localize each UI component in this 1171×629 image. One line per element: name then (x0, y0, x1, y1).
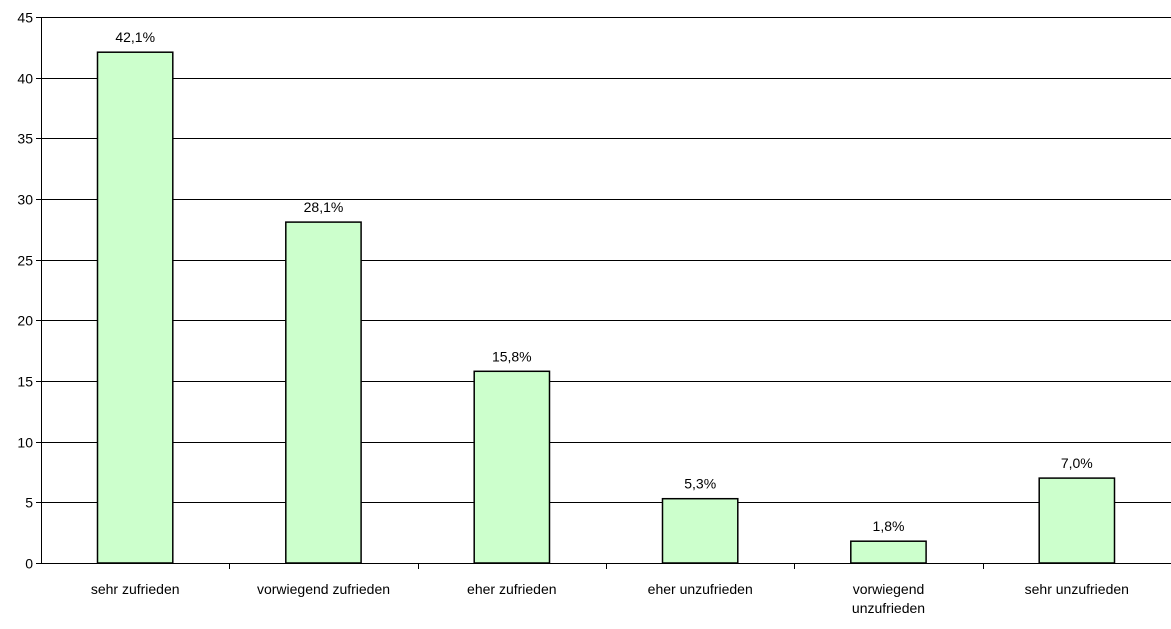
y-tick-label: 0 (25, 556, 33, 572)
x-category-label: sehr unzufrieden (1025, 581, 1129, 597)
data-label: 1,8% (873, 518, 905, 534)
bar (96, 51, 174, 564)
data-label: 7,0% (1061, 455, 1093, 471)
y-tick-label: 30 (17, 192, 33, 208)
x-category-label: eher unzufrieden (648, 581, 753, 597)
y-tick-label: 5 (25, 495, 33, 511)
y-tick-label: 25 (17, 253, 33, 269)
x-category-label-line: eher unzufrieden (648, 581, 753, 597)
labels: 0 5 10 15 20 25 30 35 40 45 42,1% sehr zufrieden 28,… (17, 10, 1129, 617)
x-category-label-line: eher zufrieden (467, 581, 557, 597)
x-category-label: eher zufrieden (467, 581, 557, 597)
data-label: 42,1% (115, 29, 155, 45)
y-tick-label: 35 (17, 131, 33, 147)
x-category-label-line: unzufrieden (852, 600, 925, 616)
bars (96, 51, 1116, 564)
x-category-label: sehr zufrieden (91, 581, 180, 597)
y-tick-label: 10 (17, 435, 33, 451)
gridlines (41, 17, 1171, 503)
axes (36, 17, 1171, 569)
bar (850, 540, 927, 564)
y-tick-label: 40 (17, 71, 33, 87)
bar (473, 370, 551, 564)
y-tick-label: 45 (17, 10, 33, 26)
x-category-label-line: vorwiegend zufrieden (257, 581, 390, 597)
y-tick-label: 15 (17, 374, 33, 390)
bar (285, 221, 362, 564)
x-category-label: vorwiegend zufrieden (257, 581, 390, 597)
y-tick-label: 20 (17, 313, 33, 329)
x-category-label: vorwiegend unzufrieden (852, 581, 925, 616)
data-label: 5,3% (684, 476, 716, 492)
bar (1038, 477, 1116, 564)
data-label: 15,8% (492, 348, 532, 364)
x-category-label-line: sehr zufrieden (91, 581, 180, 597)
x-category-label-line: sehr unzufrieden (1025, 581, 1129, 597)
data-label: 28,1% (304, 199, 344, 215)
bar (661, 497, 739, 564)
x-category-label-line: vorwiegend (853, 581, 925, 597)
